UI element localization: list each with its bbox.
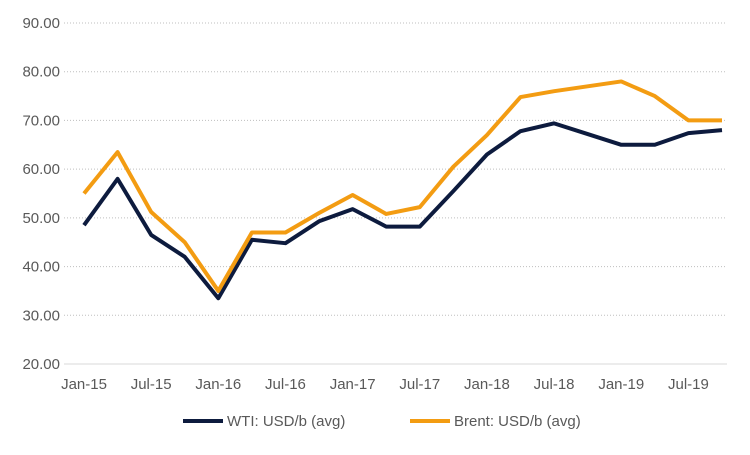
- series-lines: [82, 79, 723, 301]
- x-tick-label: Jan-18: [464, 376, 510, 393]
- y-axis: 20.00 30.00 40.00 50.00 60.00 70.00 80.00 90.00: [22, 15, 60, 373]
- legend: WTI: USD/b (avg) Brent: USD/b (avg): [183, 413, 581, 430]
- x-tick-label: Jan-19: [598, 376, 644, 393]
- y-tick-label: 80.00: [22, 64, 60, 81]
- y-tick-label: 60.00: [22, 161, 60, 178]
- y-tick-label: 90.00: [22, 15, 60, 32]
- x-tick-label: Jul-19: [668, 376, 709, 393]
- y-tick-label: 30.00: [22, 307, 60, 324]
- x-axis: Jan-15 Jul-15 Jan-16 Jul-16 Jan-17 Jul-17 Jan-…: [61, 376, 709, 393]
- x-tick-label: Jan-15: [61, 376, 107, 393]
- x-tick-label: Jul-15: [131, 376, 172, 393]
- series-line-brent: [82, 79, 722, 293]
- y-tick-label: 20.00: [22, 356, 60, 373]
- series-line-wti: [82, 121, 723, 301]
- x-tick-label: Jan-16: [195, 376, 241, 393]
- legend-label-brent: Brent: USD/b (avg): [454, 413, 581, 430]
- x-tick-label: Jul-17: [399, 376, 440, 393]
- y-tick-label: 50.00: [22, 210, 60, 227]
- x-tick-label: Jul-16: [265, 376, 306, 393]
- x-tick-label: Jul-18: [534, 376, 575, 393]
- x-tick-label: Jan-17: [330, 376, 376, 393]
- y-tick-label: 70.00: [22, 112, 60, 129]
- legend-label-wti: WTI: USD/b (avg): [227, 413, 345, 430]
- gridlines: [64, 22, 727, 365]
- y-tick-label: 40.00: [22, 259, 60, 276]
